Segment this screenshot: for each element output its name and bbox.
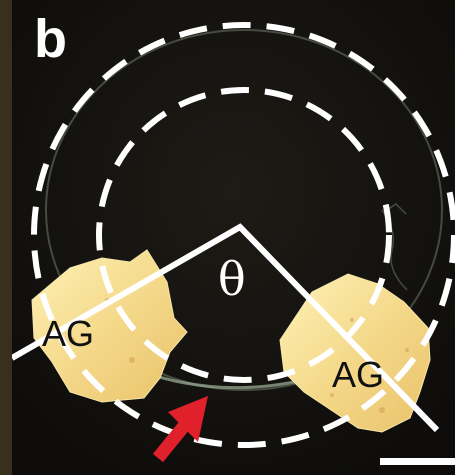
- patch-texture: [69, 298, 409, 413]
- ag-patch-left: [31, 249, 188, 403]
- ag-label-right: AG: [332, 354, 385, 395]
- micrograph-svg: [12, 0, 455, 475]
- ag-patch-right: [279, 273, 431, 433]
- adjacent-panel-edge: [0, 0, 12, 475]
- panel-label: b: [34, 9, 67, 69]
- angle-label: θ: [218, 252, 246, 306]
- arrow-icon: [152, 396, 208, 463]
- dashed-circle-outer: [31, 22, 455, 448]
- dashed-circle-inner: [96, 87, 392, 383]
- angle-lines: [12, 223, 440, 433]
- scale-bar: [380, 458, 455, 465]
- ag-label-left: AG: [42, 313, 95, 354]
- micrograph: [12, 0, 455, 475]
